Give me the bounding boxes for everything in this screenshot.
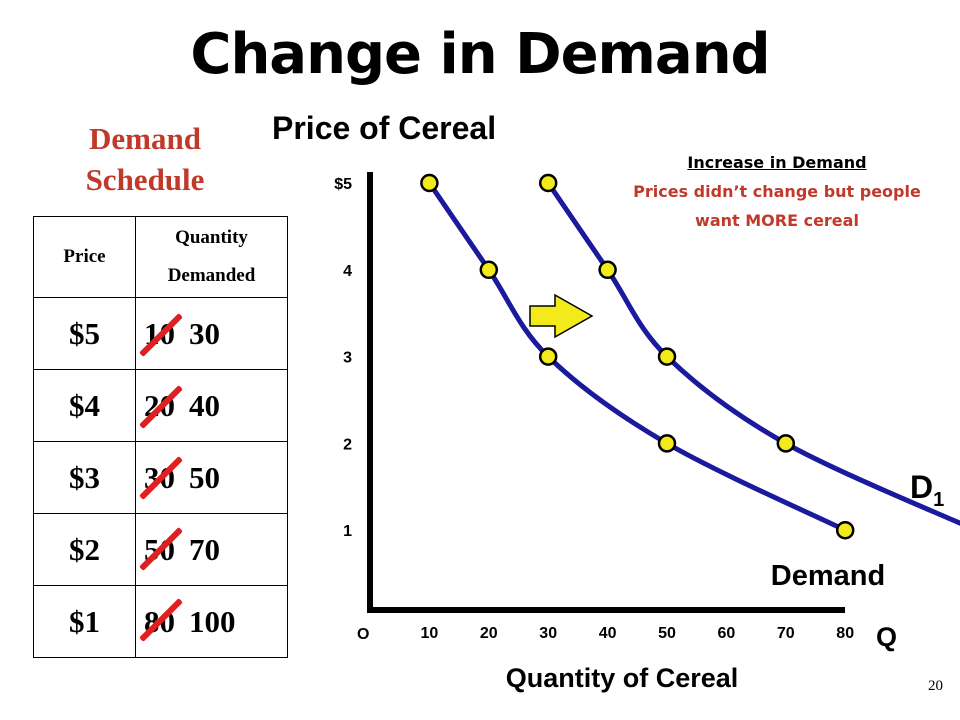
table-row: $1 80100 xyxy=(33,585,288,658)
axis-ticks: 10 20 30 40 50 60 70 80 $5 4 3 2 1 xyxy=(334,176,854,642)
data-point-marker xyxy=(835,520,855,540)
d1-curve-label: D1 xyxy=(910,469,944,511)
row-price: $2 xyxy=(33,513,136,586)
header-quantity-line2: Demanded xyxy=(167,265,256,286)
data-point-marker xyxy=(598,260,617,280)
new-quantity: 100 xyxy=(189,603,236,639)
new-quantity: 50 xyxy=(189,459,220,495)
header-quantity: Quantity Demanded xyxy=(135,216,288,298)
schedule-title: Demand Schedule xyxy=(40,118,250,200)
x-tick-label: 70 xyxy=(777,625,795,642)
row-price: $1 xyxy=(33,585,136,658)
schedule-title-line1: Demand xyxy=(89,121,201,156)
new-quantity: 40 xyxy=(189,387,220,423)
x-tick-label: 10 xyxy=(421,625,439,642)
row-price: $5 xyxy=(33,297,136,370)
d1-label-sub: 1 xyxy=(933,489,944,511)
x-axis-label: Quantity of Cereal xyxy=(506,663,739,693)
data-point-marker xyxy=(538,347,558,366)
d1-label-main: D xyxy=(910,469,933,505)
origin-label: O xyxy=(357,626,369,643)
markers-layer xyxy=(420,173,855,540)
new-quantity: 70 xyxy=(189,531,220,567)
annotation-line2: Prices didn’t change but people xyxy=(633,182,921,201)
row-price: $3 xyxy=(33,441,136,514)
x-tick-label: 20 xyxy=(480,625,498,642)
chart-title: Price of Cereal xyxy=(272,110,497,146)
chart-axes xyxy=(367,172,845,613)
annotation-note: Increase in Demand Prices didn’t change … xyxy=(598,148,956,235)
row-quantity: 80100 xyxy=(135,585,288,658)
x-tick-label: 30 xyxy=(539,625,557,642)
new-quantity: 30 xyxy=(189,315,220,351)
y-tick-label: $5 xyxy=(334,176,352,193)
y-tick-label: 2 xyxy=(343,436,352,453)
y-tick-label: 1 xyxy=(343,523,352,540)
x-tick-label: 40 xyxy=(599,625,617,642)
row-quantity: 3050 xyxy=(135,441,288,514)
x-tick-label: 50 xyxy=(658,625,676,642)
data-point-marker xyxy=(657,434,677,453)
curves-layer xyxy=(427,181,960,533)
data-point-marker xyxy=(420,173,439,193)
data-point-marker xyxy=(657,347,677,366)
d1-curve xyxy=(546,181,960,526)
y-tick-label: 3 xyxy=(343,350,352,367)
table-row: $3 3050 xyxy=(33,441,288,514)
data-point-marker xyxy=(479,260,499,280)
x-tick-label: 60 xyxy=(718,625,736,642)
header-quantity-line1: Quantity xyxy=(175,227,248,248)
table-row: $5 1030 xyxy=(33,297,288,370)
demand-schedule-table: Price Quantity Demanded $5 1030 $4 2040 … xyxy=(33,216,288,658)
schedule-title-line2: Schedule xyxy=(85,162,205,197)
y-tick-label: 4 xyxy=(343,263,352,280)
slide-title: Change in Demand xyxy=(190,22,770,87)
shift-arrow xyxy=(529,293,594,339)
data-point-marker xyxy=(538,173,558,193)
x-tick-label: 80 xyxy=(836,625,854,642)
x-axis-symbol: Q xyxy=(876,622,897,652)
table-header-row: Price Quantity Demanded xyxy=(33,216,288,298)
demand-curve-label: Demand xyxy=(771,560,885,592)
row-quantity: 1030 xyxy=(135,297,288,370)
demand-curve xyxy=(427,181,847,533)
data-point-marker xyxy=(776,434,796,453)
annotation-line1: Increase in Demand xyxy=(687,153,867,172)
header-price: Price xyxy=(33,216,136,298)
annotation-line3: want MORE cereal xyxy=(695,211,859,230)
page-number: 20 xyxy=(928,678,943,694)
